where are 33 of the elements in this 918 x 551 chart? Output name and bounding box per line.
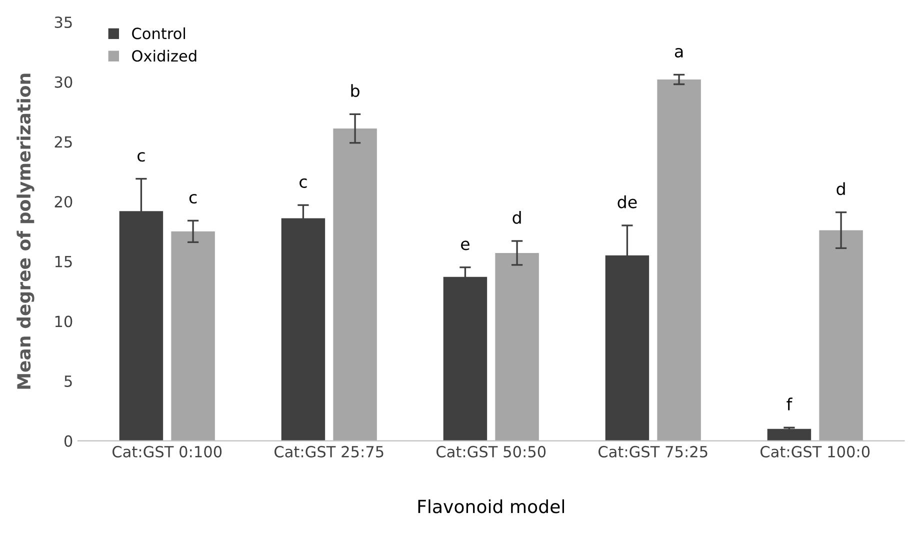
annotation: c [189, 194, 197, 204]
y-tick-label: 35 [54, 16, 72, 28]
x-tick-label: Cat:GST 50:50 [436, 446, 546, 458]
y-tick-label: 30 [54, 76, 72, 88]
annotation: d [512, 210, 521, 224]
annotation: de [618, 195, 637, 208]
bar [333, 128, 377, 441]
x-tick-label: Cat:GST 75:25 [598, 446, 708, 458]
y-tick-label: 10 [55, 316, 72, 328]
annotation: d [836, 182, 845, 196]
y-tick-label: 25 [54, 136, 72, 148]
bar [171, 231, 215, 441]
x-tick-label: Cat:GST 100:0 [760, 446, 870, 458]
y-tick-label: 0 [64, 435, 72, 447]
legend-label: Oxidized [132, 50, 196, 62]
annotation: c [300, 178, 307, 188]
bar [767, 428, 812, 441]
annotation: e [461, 240, 470, 250]
bar [657, 79, 701, 441]
annotation: c [138, 152, 145, 162]
y-tick-label: 15 [55, 256, 72, 268]
x-tick-label: Cat:GST 25:75 [274, 446, 384, 458]
y-tick-label: 5 [64, 376, 72, 387]
annotation: a [674, 48, 683, 58]
annotation: b [351, 84, 360, 98]
x-axis-title: Flavonoid model [418, 499, 564, 514]
x-tick-label: Cat:GST 0:100 [112, 446, 222, 458]
legend-label: Control [132, 27, 186, 40]
annotation: f [786, 398, 792, 410]
y-tick-label: 20 [54, 196, 72, 208]
y-axis-title: Mean degree of polymerization [16, 74, 34, 389]
bar [819, 230, 863, 441]
bar [495, 252, 539, 441]
